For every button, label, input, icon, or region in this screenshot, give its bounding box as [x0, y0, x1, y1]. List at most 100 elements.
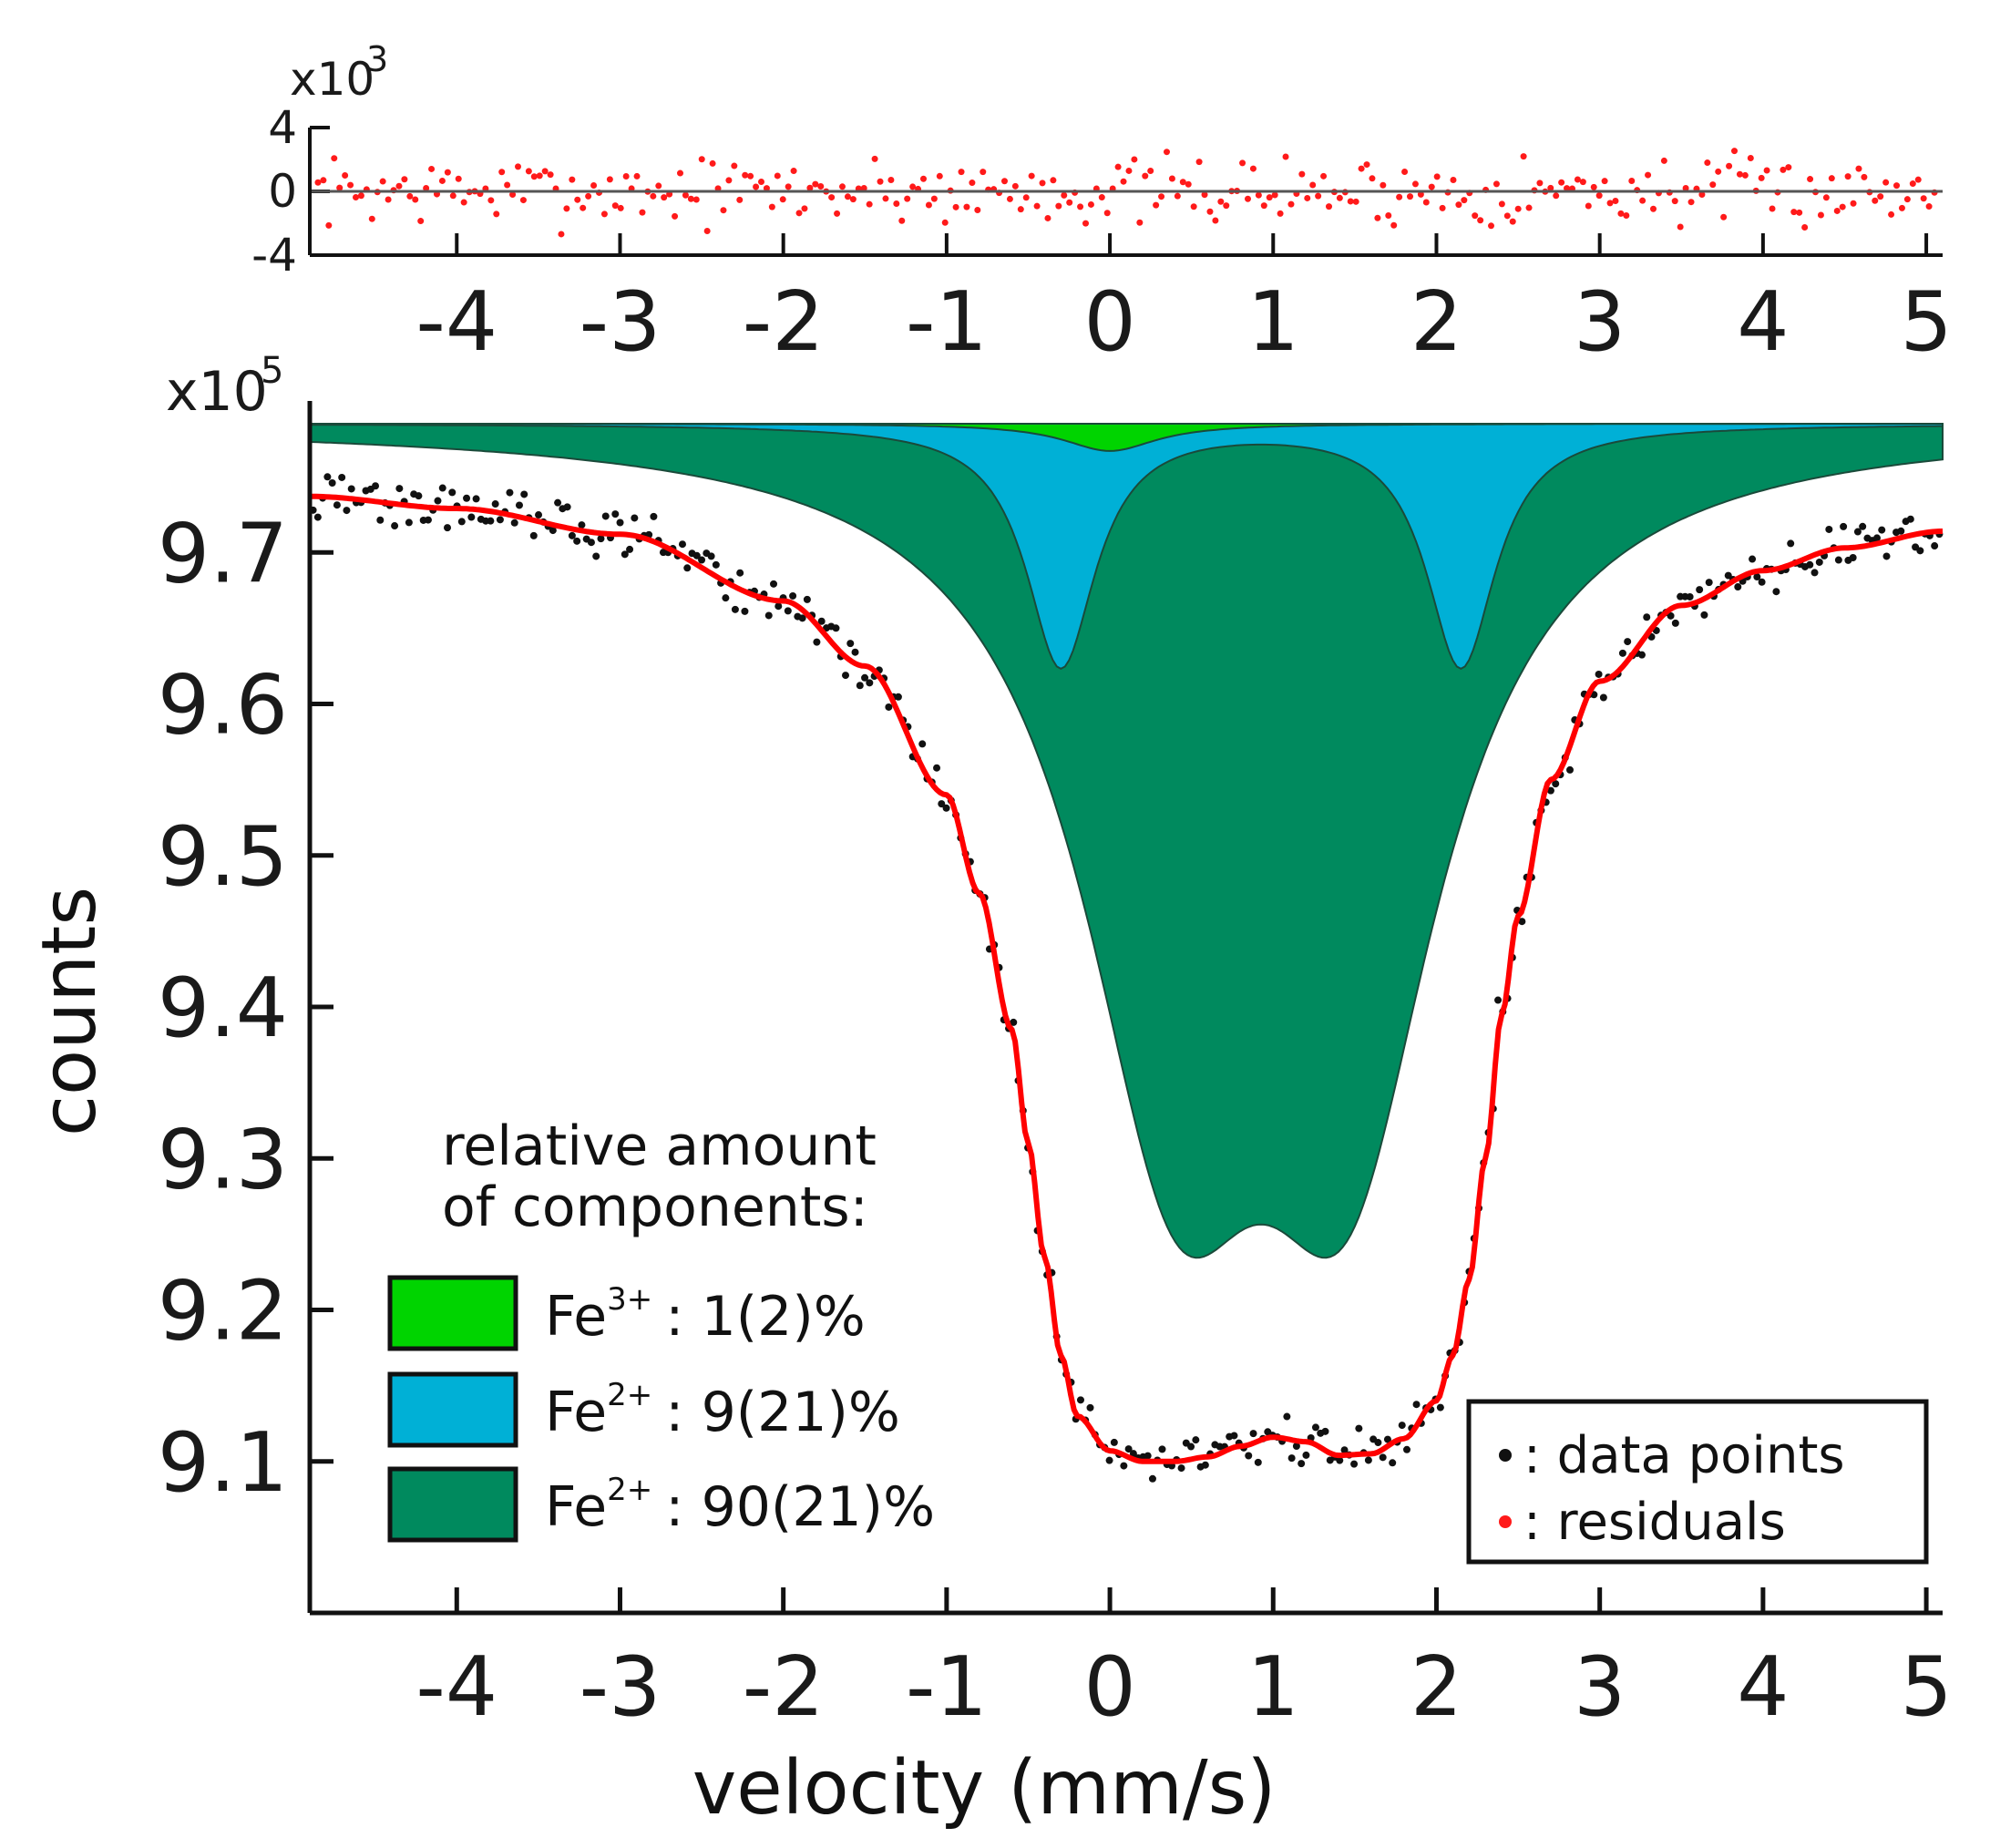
residual-point [661, 194, 668, 201]
residual-point [558, 231, 565, 238]
residual-point [1914, 176, 1922, 183]
data-point [510, 518, 518, 527]
data-point [813, 638, 821, 646]
residual-point [736, 196, 744, 203]
data-point [626, 545, 634, 553]
residual-point [1401, 169, 1409, 176]
residual-point [590, 182, 598, 190]
residual-point [1168, 175, 1175, 182]
data-point [1398, 1422, 1406, 1430]
residual-point [1682, 184, 1689, 191]
residual-point [1417, 190, 1424, 198]
residual-point [1315, 192, 1322, 200]
data-point [535, 511, 543, 519]
residual-x-tick-label: 1 [1247, 274, 1299, 370]
residual-point [725, 177, 733, 184]
data-point [1010, 1018, 1018, 1026]
data-point [861, 673, 869, 682]
residual-y-tick-label: 0 [268, 165, 297, 218]
data-point [1292, 1442, 1300, 1450]
data-point [722, 594, 730, 602]
data-point [650, 512, 658, 520]
residual-point [753, 183, 760, 190]
residual-x-ticks: -4 -3 -2 -1 0 1 2 3 4 5 [415, 233, 1953, 370]
residual-point [790, 168, 797, 175]
residual-point [904, 195, 911, 202]
residual-point [1039, 180, 1046, 187]
residual-y-tick-label: -4 [251, 229, 297, 282]
data-point [1705, 579, 1713, 587]
residual-point [1336, 194, 1343, 201]
residual-point [314, 179, 322, 186]
residual-points [314, 148, 1938, 238]
residual-point [401, 176, 408, 183]
residual-point [1492, 180, 1500, 188]
residual-point [1553, 192, 1560, 200]
legend-marker-residuals [1499, 1515, 1512, 1528]
residual-x-tick-label: 2 [1410, 274, 1462, 370]
residual-point [1741, 171, 1749, 179]
data-point [529, 531, 538, 539]
residual-point [1595, 192, 1603, 200]
residual-point [757, 179, 764, 186]
residual-point [1731, 148, 1739, 155]
residual-point [1498, 200, 1505, 208]
data-point [1599, 693, 1607, 702]
spectrum-x-tick-label: 2 [1410, 1639, 1462, 1735]
data-point [587, 539, 595, 547]
data-point [333, 501, 341, 509]
residual-point [1455, 201, 1462, 209]
residual-point [1304, 194, 1311, 201]
data-point [789, 591, 797, 600]
spectrum-multiplier-exp: 5 [261, 350, 283, 392]
residual-point [342, 172, 349, 180]
legend-ion-fe2-minor: Fe [545, 1381, 607, 1444]
data-point [1321, 1427, 1329, 1435]
data-point [1546, 786, 1554, 795]
residual-point [585, 192, 592, 200]
residual-point [1077, 203, 1084, 210]
data-point [415, 492, 423, 500]
spectrum-multiplier: x10 5 [166, 350, 283, 424]
data-point [1283, 1412, 1291, 1421]
data-point [1753, 573, 1761, 581]
data-point [683, 564, 692, 572]
residual-panel: x10 3 4 0 -4 -4 -3 -2 -1 0 1 2 3 4 5 [251, 39, 1953, 370]
residual-point [1266, 194, 1273, 201]
data-point [1340, 1446, 1349, 1454]
residual-point [1601, 178, 1608, 185]
residual-point [676, 169, 683, 177]
data-point [1758, 578, 1766, 586]
residual-point [1011, 182, 1019, 190]
residual-point [1877, 193, 1884, 200]
residual-point [1347, 198, 1354, 205]
data-point [1643, 613, 1651, 621]
data-point [1374, 1439, 1382, 1447]
residual-point [1385, 212, 1392, 220]
residual-point [1477, 217, 1484, 224]
spectrum-y-tick-label: 9.7 [158, 506, 288, 601]
residual-point [1033, 202, 1041, 210]
data-point [1671, 619, 1679, 627]
residual-point [1380, 181, 1387, 189]
data-point [631, 514, 639, 522]
residual-point [1044, 214, 1051, 221]
residual-point [1374, 214, 1381, 221]
residual-point [1174, 192, 1181, 200]
residual-point [1639, 197, 1646, 204]
spectrum-x-tick-label: -2 [743, 1639, 825, 1735]
residual-point [1509, 218, 1516, 225]
residual-point [941, 219, 949, 226]
data-point [803, 595, 811, 603]
residual-point [320, 177, 327, 184]
residual-point [1585, 202, 1592, 210]
residual-point [1606, 200, 1614, 207]
residual-x-tick-label: -2 [743, 274, 825, 370]
residual-point [1547, 184, 1554, 191]
data-point [1302, 1451, 1310, 1459]
residual-point [1687, 199, 1695, 206]
legend-amount-fe2-minor: : 9(21)% [665, 1381, 900, 1444]
data-point [1412, 1401, 1421, 1409]
residual-point [417, 218, 425, 225]
data-point [1124, 1445, 1133, 1453]
